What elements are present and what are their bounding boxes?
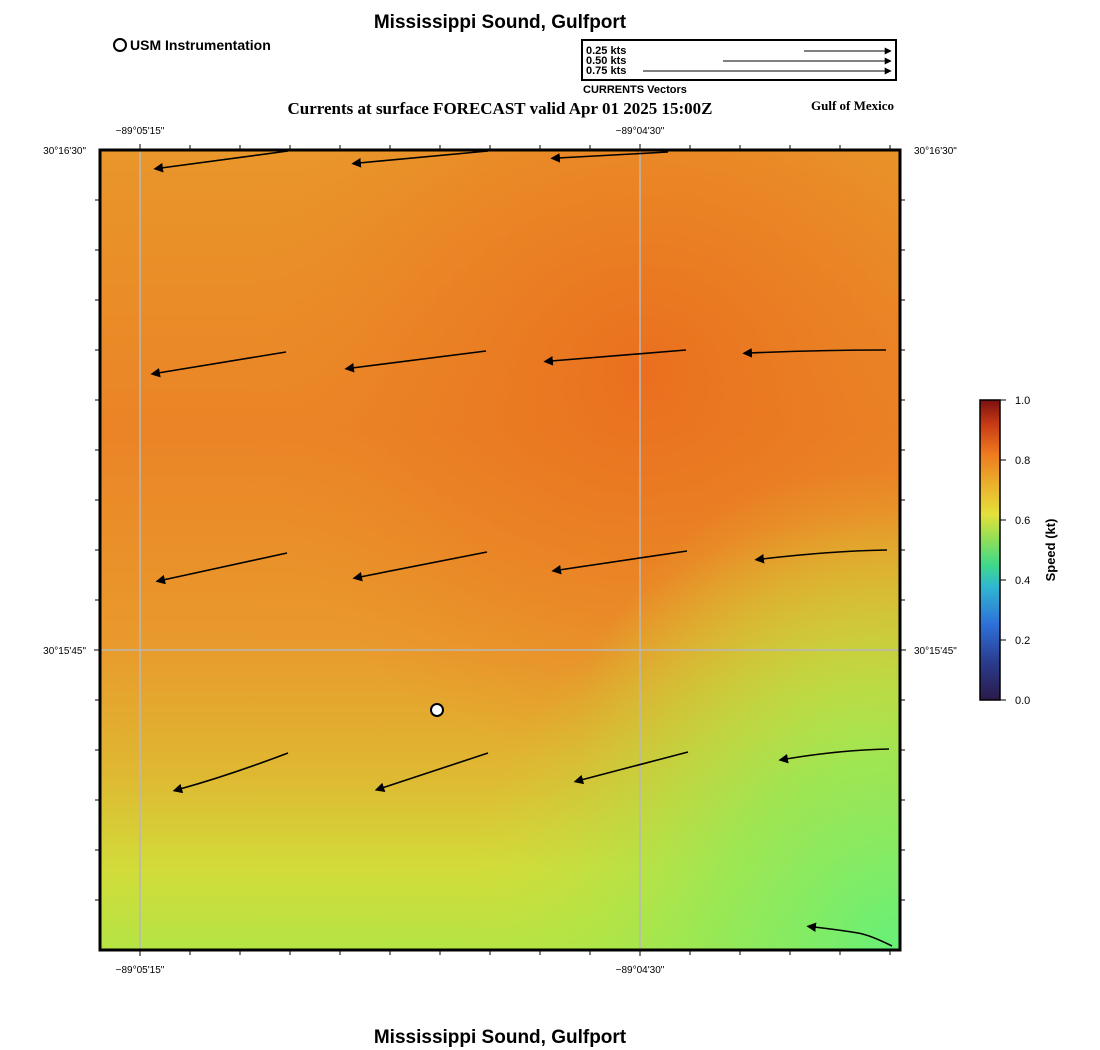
lon-label-top: −89°04'30" — [616, 126, 665, 137]
lat-label-left: 30°15'45" — [43, 646, 86, 657]
current-vector — [550, 151, 669, 163]
colorbar-tick-label: 0.4 — [1015, 575, 1030, 587]
colorbar-tick-label: 1.0 — [1015, 395, 1030, 407]
vector-legend: 0.25 kts 0.50 kts 0.75 kts — [581, 39, 897, 81]
colorbar-tick-label: 0.2 — [1015, 635, 1030, 647]
colorbar-tick-label: 0.8 — [1015, 455, 1030, 467]
current-vector — [172, 752, 289, 794]
colorbar-title: Speed (kt) — [1043, 519, 1058, 582]
map-title-bottom: Mississippi Sound, Gulfport — [373, 1027, 627, 1048]
current-vector — [551, 550, 688, 575]
station-legend-label: USM Instrumentation — [130, 37, 271, 53]
current-vectors — [150, 150, 893, 947]
lon-label-bottom: −89°04'30" — [616, 965, 665, 976]
current-vector — [543, 349, 687, 366]
speed-field — [100, 150, 900, 950]
current-vector — [573, 751, 689, 785]
station-marker-icon — [113, 38, 127, 52]
current-vector — [351, 150, 489, 168]
region-label: Gulf of Mexico — [811, 98, 895, 113]
current-vector — [155, 552, 288, 585]
vector-legend-caption: CURRENTS Vectors — [583, 84, 687, 96]
lat-label-left: 30°16'30" — [43, 146, 86, 157]
vector-legend-entry-label: 0.50 kts — [586, 55, 627, 67]
current-vector — [806, 922, 893, 947]
colorbar-tick-label: 0.0 — [1015, 695, 1030, 707]
vector-legend-arrows — [643, 47, 892, 75]
axis-ticks — [94, 144, 906, 956]
current-vector — [742, 348, 887, 358]
colorbar-tick-label: 0.6 — [1015, 515, 1030, 527]
current-vector — [153, 150, 289, 173]
current-vector — [778, 748, 890, 764]
vector-legend-entry-label: 0.75 kts — [586, 65, 627, 77]
current-vector — [374, 752, 489, 792]
axis-labels: −89°05'15" −89°04'30" −89°05'15" −89°04'… — [43, 126, 957, 976]
current-vector — [754, 549, 888, 564]
current-vector — [150, 351, 287, 378]
current-vector — [352, 551, 488, 582]
vector-legend-entry-label: 0.25 kts — [586, 45, 627, 57]
station-marker[interactable] — [430, 703, 444, 717]
lon-label-top: −89°05'15" — [116, 126, 165, 137]
lat-label-right: 30°15'45" — [914, 646, 957, 657]
forecast-subtitle: Currents at surface FORECAST valid Apr 0… — [287, 99, 713, 118]
speed-colorbar: 0.0 0.2 0.4 0.6 0.8 1.0 Speed (kt) — [979, 395, 1058, 707]
graticule — [100, 150, 900, 950]
lat-label-right: 30°16'30" — [914, 146, 957, 157]
map-title: Mississippi Sound, Gulfport — [373, 12, 627, 33]
current-vector — [344, 350, 487, 373]
lon-label-bottom: −89°05'15" — [116, 965, 165, 976]
